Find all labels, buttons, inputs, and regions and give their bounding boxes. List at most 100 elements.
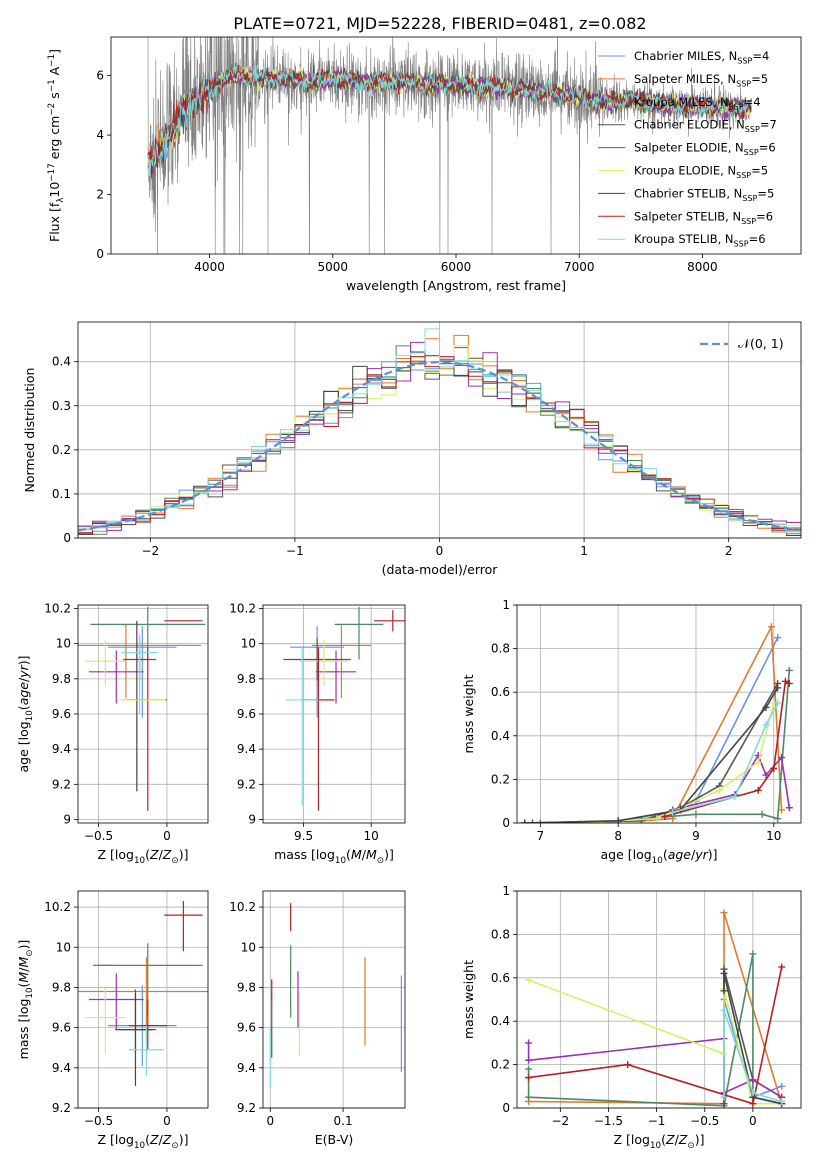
- y-tick-label: 0: [502, 816, 510, 830]
- y-tick-label: 1: [502, 884, 510, 898]
- y-tick-label: 0.2: [52, 443, 71, 457]
- plus-marker: [774, 815, 782, 823]
- errorbar-point: [283, 638, 351, 681]
- plot-area: [78, 606, 206, 811]
- grid-lines: [263, 605, 405, 823]
- x-tick-label: −1: [648, 1114, 666, 1128]
- plot-area: [521, 623, 793, 823]
- plus-marker: [749, 1100, 757, 1108]
- x-tick-label: −2: [141, 544, 159, 558]
- x-tick-label: 1: [580, 544, 588, 558]
- y-tick-label: 4: [96, 128, 104, 142]
- plus-marker: [624, 1061, 632, 1069]
- y-tick-label: 9.2: [52, 777, 71, 791]
- plus-marker: [529, 819, 537, 823]
- y-tick-label: 0.6: [491, 971, 510, 985]
- y-tick-label: 9.4: [52, 742, 71, 756]
- plus-marker: [754, 786, 762, 794]
- plus-marker: [692, 810, 700, 818]
- plus-marker: [778, 1097, 786, 1105]
- legend-entry: Salpeter ELODIE, NSSP=6: [634, 141, 776, 157]
- y-tick-label: 0.2: [491, 1058, 510, 1072]
- x-tick-label: 9: [692, 829, 700, 843]
- errorbar-point: [285, 647, 319, 806]
- plus-marker: [767, 623, 775, 631]
- x-tick-label: 8000: [687, 260, 718, 274]
- ticks: −2 −1 0 1 2 0 0.1 0.2 0.3 0.4: [52, 355, 733, 558]
- plus-marker: [653, 815, 661, 823]
- y-axis-label: mass [log10(M/M⊙)]: [16, 940, 35, 1060]
- x-tick-label: −0.5: [84, 1114, 113, 1128]
- y-tick-label: 9.6: [237, 707, 256, 721]
- plus-marker: [614, 817, 622, 823]
- ticks: 0 0.1 9.2 9.4 9.6 9.8 10 10.2: [229, 900, 352, 1128]
- ticks: −0.5 0 9 9.2 9.4 9.6 9.8 10 10.2: [44, 602, 170, 843]
- y-tick-label: 0: [63, 531, 71, 545]
- y-tick-label: 9: [63, 812, 71, 826]
- y-tick-label: 9.4: [52, 1061, 71, 1075]
- errorbar-point: [121, 634, 158, 714]
- x-tick-label: 0: [266, 1114, 274, 1128]
- axes-frame: [110, 36, 802, 255]
- x-axis-label: age [log10(age/yr)]: [600, 847, 717, 866]
- x-axis-label: Z [log10(Z/Z⊙)]: [98, 847, 189, 866]
- x-tick-label: −0.5: [84, 829, 113, 843]
- x-tick-label: 0: [749, 1114, 757, 1128]
- y-tick-label: 10: [241, 940, 256, 954]
- plus-marker: [785, 804, 793, 812]
- axes-frame: [77, 604, 209, 824]
- plus-marker: [720, 909, 728, 917]
- plus-marker: [778, 1082, 786, 1090]
- plus-marker: [525, 1093, 533, 1101]
- x-tick-label: −2: [551, 1114, 569, 1128]
- plus-marker: [575, 819, 583, 823]
- y-tick-label: 0.4: [491, 1014, 510, 1028]
- legend-entry: Salpeter STELIB, NSSP=6: [634, 209, 773, 225]
- y-tick-label: 0.3: [52, 399, 71, 413]
- x-tick-label: −1: [286, 544, 304, 558]
- spectrum-legend: Chabrier MILES, NSSP=4 Salpeter MILES, NS…: [598, 49, 777, 249]
- y-tick-label: 0: [502, 1101, 510, 1115]
- y-tick-label: 0.4: [52, 355, 71, 369]
- plus-marker: [525, 1056, 533, 1064]
- axes-frame: [77, 890, 209, 1109]
- plus-marker: [521, 819, 529, 823]
- axes-mass_weight_vs_Z: −2 −1.5 −1 −0.5 0 0 0.2 0.4 0.6 0.8 1 Z [log10(Z/Z⊙…: [461, 884, 802, 1151]
- y-tick-label: 0.8: [491, 642, 510, 656]
- plus-marker: [749, 1076, 757, 1084]
- normal-distribution-curve: [78, 360, 801, 532]
- axes-frame: [516, 890, 802, 1109]
- plus-marker: [749, 1089, 757, 1097]
- plus-marker: [536, 819, 544, 823]
- y-tick-label: 9: [248, 812, 256, 826]
- x-tick-label: 0: [163, 829, 171, 843]
- mass-weight-line-kroupa-stelib: [723, 1010, 782, 1103]
- legend-entry: Kroupa MILES, NSSP=4: [634, 95, 761, 111]
- x-tick-label: 7: [537, 829, 545, 843]
- legend-entry: 𝒩(0, 1): [738, 336, 784, 351]
- y-tick-label: 10.2: [44, 900, 71, 914]
- x-axis-label: Z [log10(Z/Z⊙)]: [98, 1132, 189, 1151]
- x-tick-label: 0: [436, 544, 444, 558]
- errorbar-point: [88, 650, 144, 704]
- axes-frame: [77, 321, 802, 539]
- axes-mass_vs_Z: −0.5 0 9.2 9.4 9.6 9.8 10 10.2 Z [log10(Z/Z⊙)] ma…: [16, 890, 209, 1151]
- axes-age_vs_Z: −0.5 0 9 9.2 9.4 9.6 9.8 10 10.2 Z [log10(Z/Z⊙)] a…: [16, 602, 209, 866]
- plus-marker: [778, 963, 786, 971]
- plus-marker: [762, 721, 770, 729]
- errorbar-point: [164, 901, 203, 952]
- plus-marker: [754, 758, 762, 766]
- plot-area: [78, 901, 208, 1086]
- y-tick-label: 9.8: [52, 672, 71, 686]
- x-tick-label: −0.5: [690, 1114, 719, 1128]
- model-spectrum-kroupa-stelib: [147, 64, 752, 175]
- plus-marker: [785, 679, 793, 687]
- plus-marker: [637, 817, 645, 823]
- y-tick-label: 10.2: [229, 602, 256, 616]
- x-tick-label: 0: [163, 1114, 171, 1128]
- plus-marker: [731, 793, 739, 801]
- x-tick-label: 10: [766, 829, 781, 843]
- y-tick-label: 0.2: [491, 772, 510, 786]
